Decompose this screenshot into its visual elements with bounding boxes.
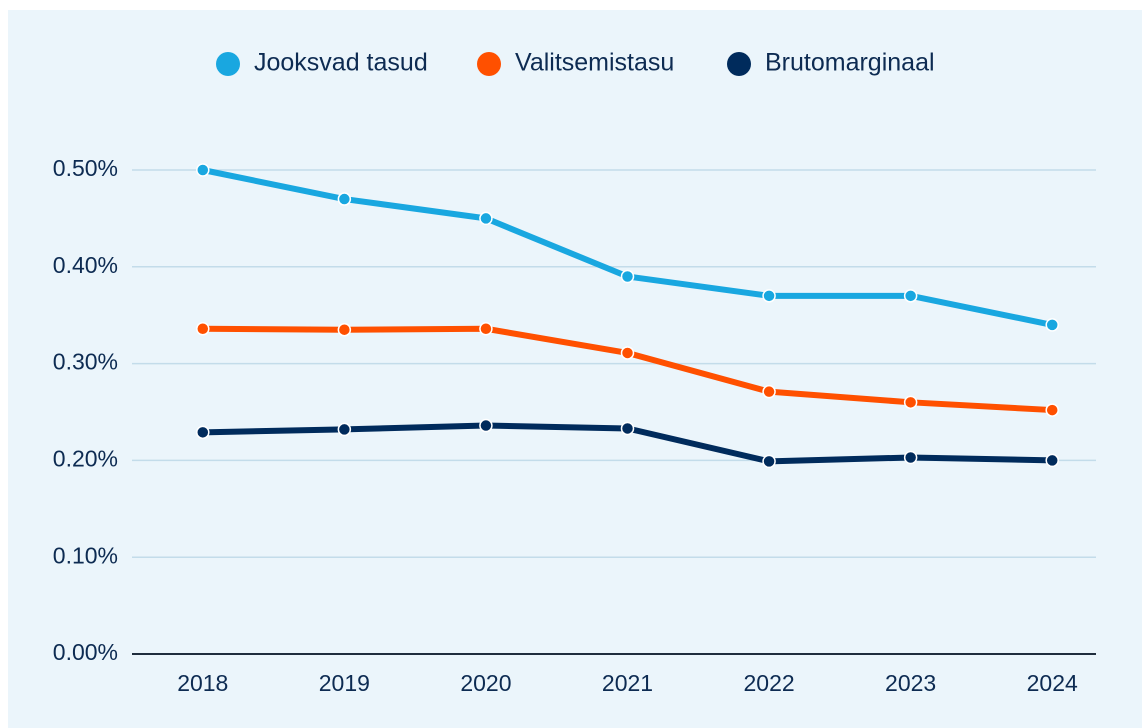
data-point: [762, 454, 776, 469]
y-tick-label: 0.40%: [53, 252, 118, 278]
x-tick-label: 2019: [319, 670, 370, 696]
x-tick-label: 2021: [602, 670, 653, 696]
data-point: [337, 192, 352, 206]
data-point: [903, 450, 918, 465]
data-point: [196, 322, 210, 336]
legend-swatch: [216, 52, 240, 76]
legend-swatch: [727, 52, 751, 76]
data-point: [1045, 318, 1059, 332]
legend-label: Brutomarginaal: [765, 49, 935, 77]
x-tick-label: 2020: [460, 670, 511, 696]
y-tick-label: 0.10%: [53, 542, 118, 568]
data-point: [196, 425, 210, 440]
data-point: [620, 269, 635, 284]
data-point: [479, 322, 493, 336]
y-tick-label: 0.30%: [53, 349, 118, 375]
data-point: [762, 384, 776, 399]
legend-swatch: [477, 52, 501, 76]
data-point: [337, 422, 352, 437]
legend-label: Jooksvad tasud: [254, 49, 428, 77]
data-point: [762, 289, 776, 303]
data-point: [1045, 453, 1059, 468]
y-tick-label: 0.20%: [53, 445, 118, 471]
x-tick-label: 2024: [1027, 670, 1078, 696]
data-point: [196, 163, 210, 177]
chart-background: [8, 10, 1142, 728]
y-tick-label: 0.50%: [53, 155, 118, 181]
legend-label: Valitsemistasu: [515, 49, 674, 77]
x-tick-label: 2022: [743, 670, 794, 696]
data-point: [903, 395, 918, 410]
x-tick-label: 2023: [885, 670, 936, 696]
data-point: [479, 211, 493, 226]
data-point: [620, 421, 635, 436]
data-point: [1045, 403, 1059, 417]
data-point: [337, 322, 352, 337]
data-point: [620, 346, 635, 360]
x-tick-label: 2018: [177, 670, 228, 696]
data-point: [903, 289, 918, 303]
data-point: [479, 418, 493, 433]
y-tick-label: 0.00%: [53, 639, 118, 665]
